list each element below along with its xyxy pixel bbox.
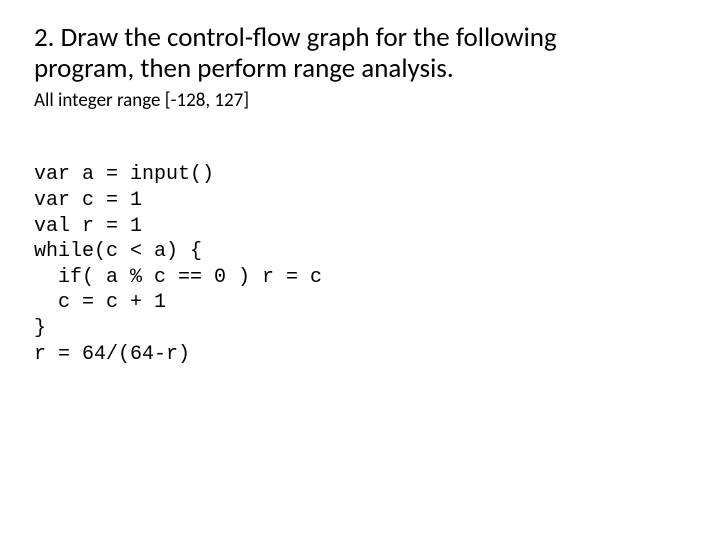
code-line: while(c < a) { (34, 240, 202, 263)
code-line: if( a % c == 0 ) r = c (34, 266, 322, 289)
range-note: All integer range [-128, 127] (34, 90, 686, 113)
code-block: var a = input() var c = 1 val r = 1 whil… (34, 137, 686, 393)
code-line: r = 64/(64-r) (34, 343, 190, 366)
code-line: } (34, 317, 46, 340)
code-line: var a = input() (34, 163, 214, 186)
code-line: val r = 1 (34, 215, 142, 238)
code-line: c = c + 1 (34, 291, 166, 314)
title-line-2: program, then perform range analysis. (34, 52, 454, 85)
slide: 2. Draw the control-flow graph for the f… (0, 0, 720, 540)
title-line-1: 2. Draw the control-flow graph for the f… (34, 21, 557, 54)
problem-title: 2. Draw the control-flow graph for the f… (34, 22, 686, 84)
code-line: var c = 1 (34, 189, 142, 212)
